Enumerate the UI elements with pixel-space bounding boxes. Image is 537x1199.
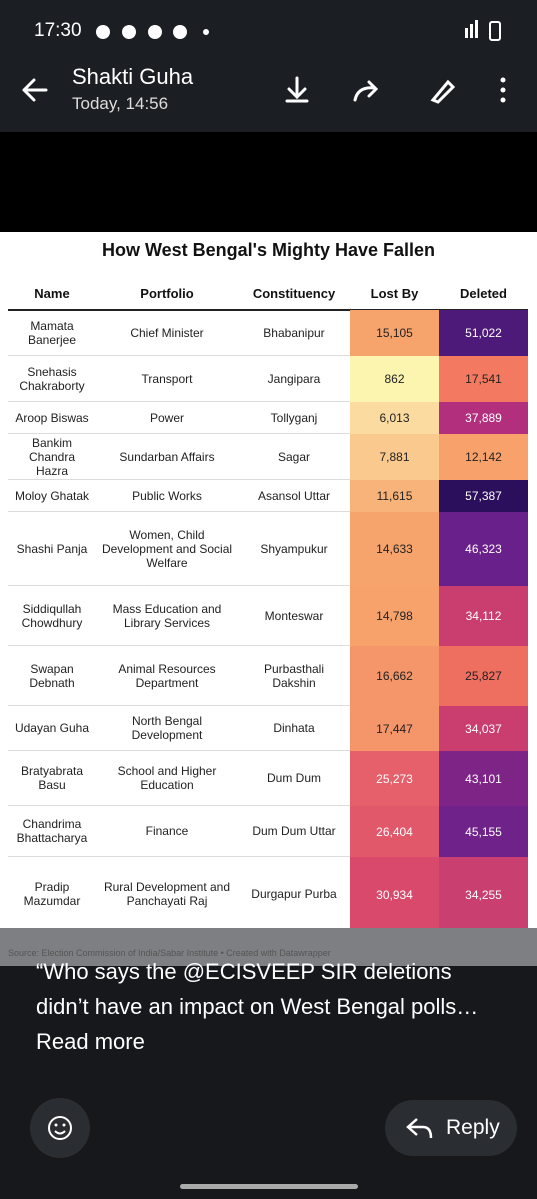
value-cell: 14,633 [350, 512, 439, 586]
more[interactable] [500, 77, 506, 103]
value-cell: 7,881 [350, 434, 439, 480]
value-cell: 25,273 [350, 751, 439, 806]
download[interactable] [285, 76, 309, 103]
text-cell: Bankim Chandra Hazra [8, 434, 96, 480]
react-button[interactable] [30, 1098, 90, 1158]
text-cell: Transport [96, 356, 238, 402]
column-header: Constituency [252, 286, 336, 301]
text-cell: Pradip Mazumdar [8, 857, 96, 932]
value-cell: 51,022 [439, 310, 528, 356]
text-cell: Sagar [238, 434, 350, 480]
text-cell: Asansol Uttar [238, 480, 350, 512]
header-rule [8, 309, 528, 311]
value-cell: 46,323 [439, 512, 528, 586]
caption: “Who says the @ECISVEEP SIR deletions di… [36, 954, 506, 1059]
text-cell: Finance [96, 806, 238, 857]
column-header: Deleted [460, 286, 507, 301]
home-indicator [180, 1184, 358, 1189]
value-cell: 43,101 [439, 751, 528, 806]
text-cell: Bhabanipur [238, 310, 350, 356]
reply-icon [406, 1118, 433, 1139]
time: 17:30 [34, 20, 82, 41]
text-cell: Shyampukur [238, 512, 350, 586]
text-cell: Moloy Ghatak [8, 480, 96, 512]
text-cell: Women, Child Development and Social Welf… [96, 512, 238, 586]
text-cell: Udayan Guha [8, 706, 96, 751]
text-cell: Public Works [96, 480, 238, 512]
text-cell: Snehasis Chakraborty [8, 356, 96, 402]
value-cell: 34,112 [439, 586, 528, 646]
value-cell: 30,934 [350, 857, 439, 932]
value-cell: 11,615 [350, 480, 439, 512]
sender: Shakti Guha [72, 64, 194, 89]
text-cell: Aroop Biswas [8, 402, 96, 434]
text-cell: Swapan Debnath [8, 646, 96, 706]
text-cell: Shashi Panja [8, 512, 96, 586]
text-cell: Durgapur Purba [238, 857, 350, 932]
text-cell: Dum Dum Uttar [238, 806, 350, 857]
value-cell: 6,013 [350, 402, 439, 434]
source: Source: Election Commission of India/Sab… [8, 948, 331, 958]
column-header: Lost By [370, 286, 419, 301]
text-cell: Sundarban Affairs [96, 434, 238, 480]
value-cell: 15,105 [350, 310, 439, 356]
value-cell: 12,142 [439, 434, 528, 480]
value-cell: 34,037 [439, 706, 528, 751]
column-header: Name [34, 286, 70, 301]
text-cell: Purbasthali Dakshin [238, 646, 350, 706]
value-cell: 25,827 [439, 646, 528, 706]
text-cell: Jangipara [238, 356, 350, 402]
source-strip: Source: Election Commission of India/Sab… [0, 928, 537, 968]
value-cell: 34,255 [439, 857, 528, 932]
value-cell: 45,155 [439, 806, 528, 857]
bottom-panel [0, 966, 537, 1199]
value-cell: 26,404 [350, 806, 439, 857]
value-cell: 57,387 [439, 480, 528, 512]
caption-text: “Who says the @ECISVEEP SIR deletions di… [36, 959, 479, 1019]
reply-button[interactable]: Reply [385, 1100, 517, 1156]
text-cell: Monteswar [238, 586, 350, 646]
value-cell: 37,889 [439, 402, 528, 434]
image: How West Bengal's Mighty Have Fallen Nam… [0, 232, 537, 932]
text-cell: Bratyabrata Basu [8, 751, 96, 806]
text-cell: Mass Education and Library Services [96, 586, 238, 646]
column-header: Portfolio [140, 286, 194, 301]
timestamp: Today, 14:56 [72, 94, 169, 113]
text-cell: Chief Minister [96, 310, 238, 356]
value-cell: 17,447 [350, 706, 439, 751]
text-cell: School and Higher Education [96, 751, 238, 806]
top-bar [0, 0, 537, 132]
text-cell: Power [96, 402, 238, 434]
text-cell: Animal Resources Department [96, 646, 238, 706]
forward[interactable] [353, 80, 379, 102]
read-more[interactable]: Read more [36, 1029, 145, 1054]
reply-label: Reply [446, 1116, 500, 1139]
text-cell: Dinhata [238, 706, 350, 751]
icons [22, 20, 506, 104]
text-cell: Siddiqullah Chowdhury [8, 586, 96, 646]
text-cell: Dum Dum [238, 751, 350, 806]
table-title: How West Bengal's Mighty Have Fallen [101, 240, 436, 260]
value-cell: 862 [350, 356, 439, 402]
text-cell: Mamata Banerjee [8, 310, 96, 356]
text-cell: North Bengal Development [96, 706, 238, 751]
text-cell: Chandrima Bhattacharya [8, 806, 96, 857]
value-cell: 16,662 [350, 646, 439, 706]
edit[interactable] [430, 79, 456, 104]
value-cell: 17,541 [439, 356, 528, 402]
value-cell: 14,798 [350, 586, 439, 646]
text-cell: Tollyganj [238, 402, 350, 434]
text-cell: Rural Development and Panchayati Raj [96, 857, 238, 932]
back[interactable] [22, 78, 48, 102]
